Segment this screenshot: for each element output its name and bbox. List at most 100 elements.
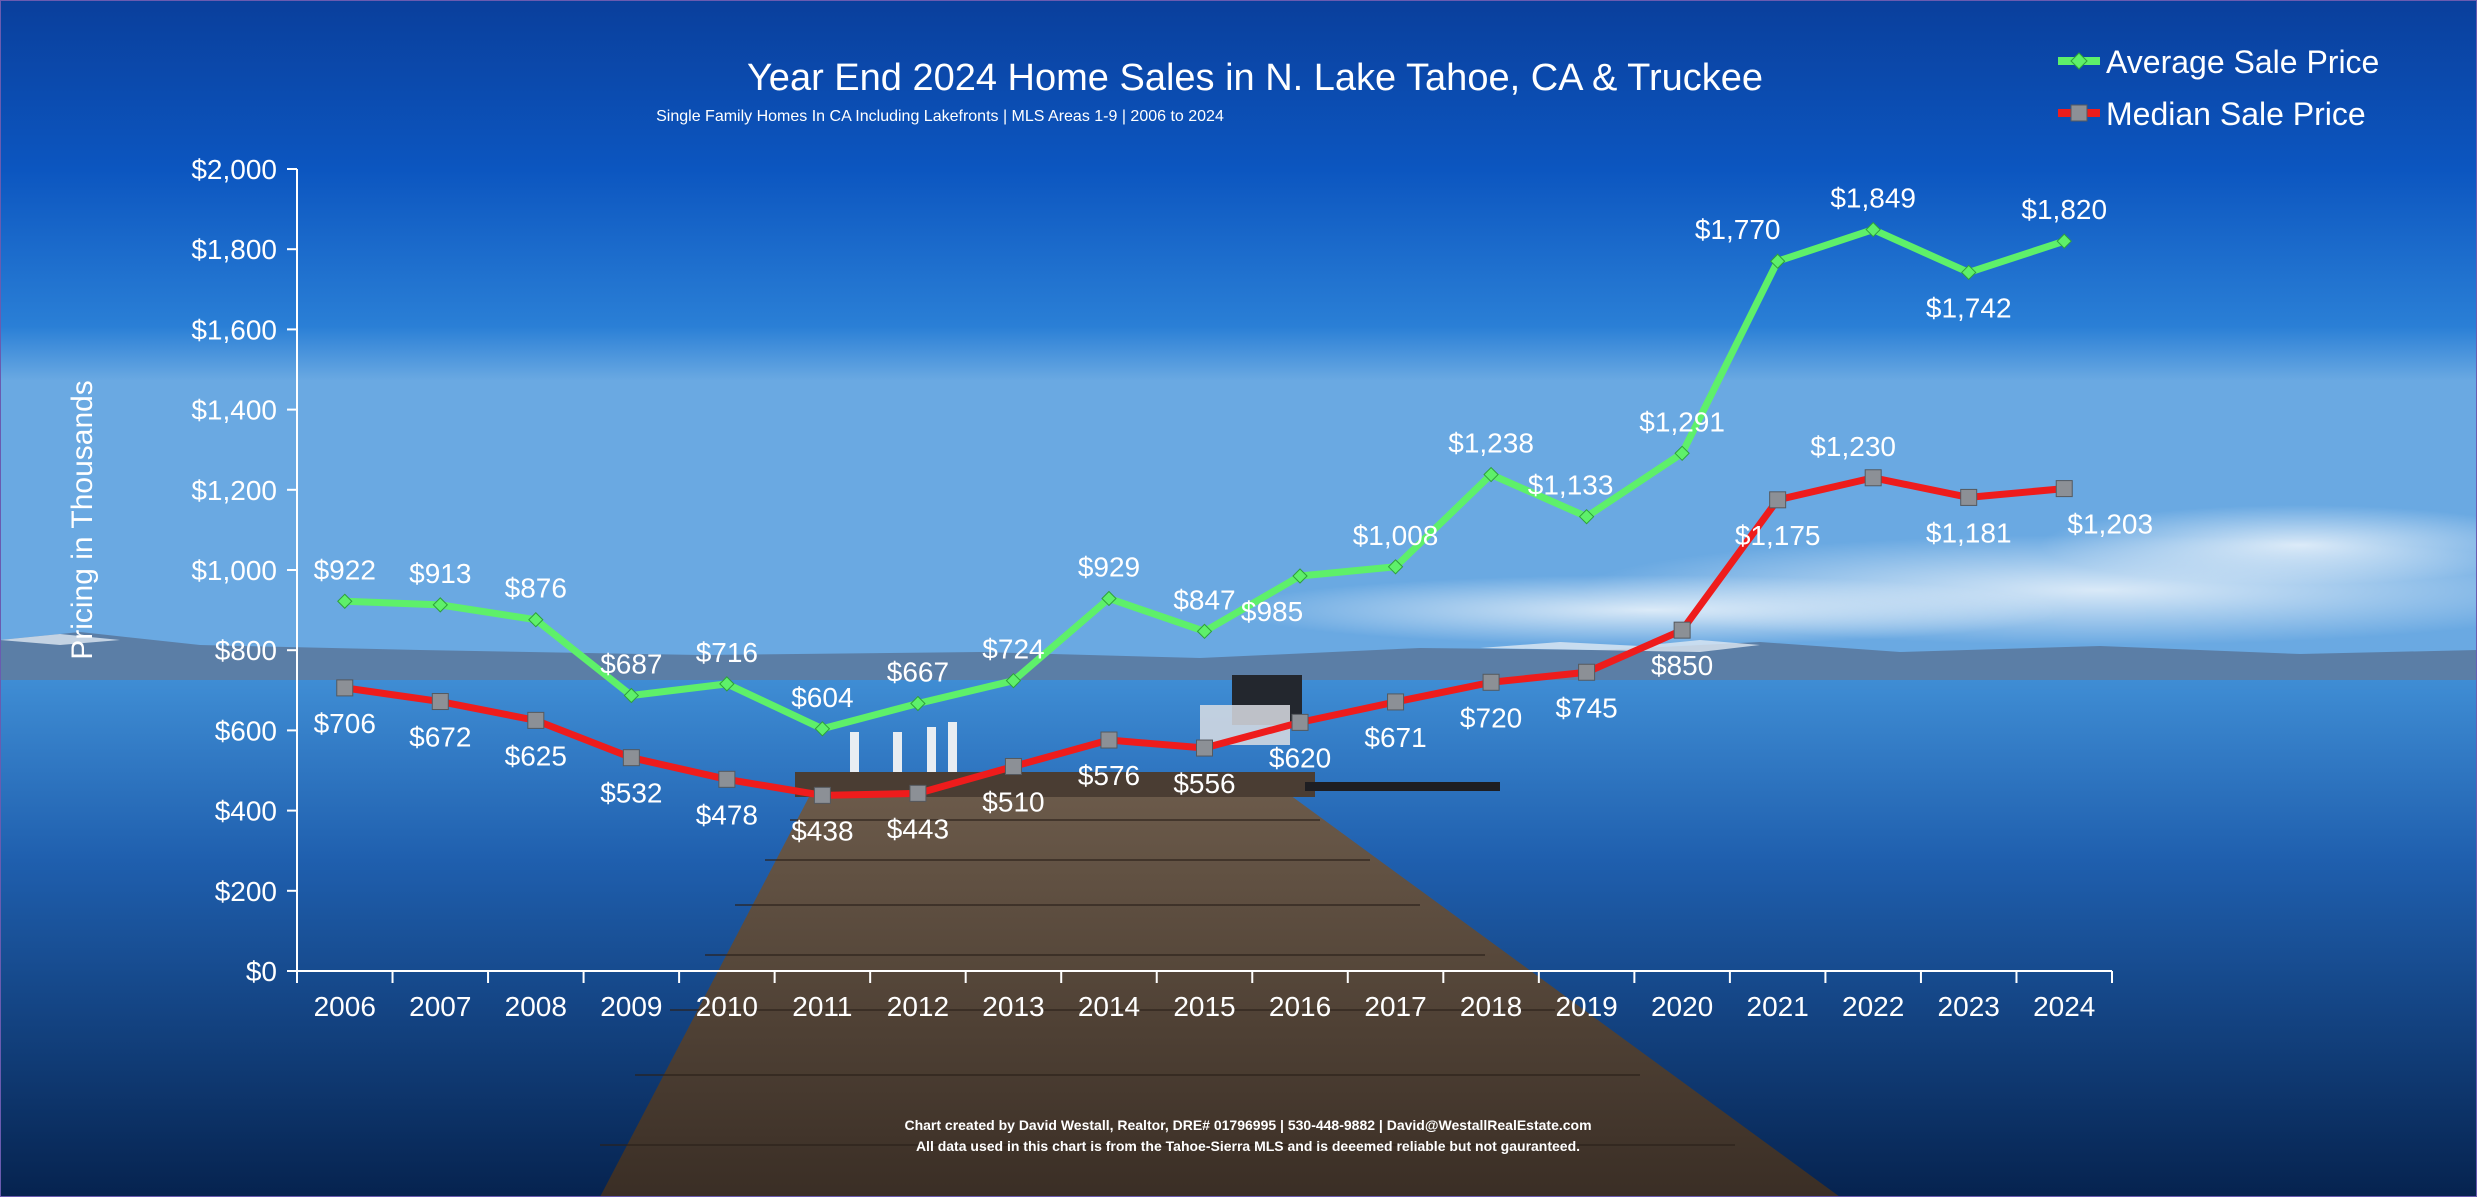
data-label-average: $913	[409, 558, 471, 589]
x-tick-label: 2012	[887, 991, 949, 1022]
data-label-average: $1,008	[1353, 520, 1439, 551]
chart-credit: Chart created by David Westall, Realtor,…	[904, 1117, 1591, 1133]
legend: Average Sale Price Median Sale Price	[2058, 44, 2379, 132]
data-label-median: $438	[791, 815, 853, 846]
y-tick-label: $0	[246, 956, 277, 987]
data-label-median: $1,181	[1926, 517, 2012, 548]
x-tick-label: 2016	[1269, 991, 1331, 1022]
data-label-average: $1,770	[1695, 214, 1781, 245]
x-tick-label: 2019	[1555, 991, 1617, 1022]
data-label-average: $1,742	[1926, 292, 2012, 323]
y-tick-label: $1,200	[191, 475, 277, 506]
pier-side	[1305, 782, 1500, 791]
y-tick-label: $1,000	[191, 555, 277, 586]
data-label-median: $478	[696, 799, 758, 830]
point-marker-average	[1769, 253, 1786, 269]
point-marker-median	[1100, 731, 1118, 749]
y-tick-label: $200	[215, 876, 277, 907]
series-markers	[336, 221, 2073, 804]
mountain-range	[0, 632, 2477, 690]
point-marker-median	[909, 784, 927, 802]
point-marker-median	[1769, 491, 1787, 509]
legend-marker-median	[2070, 104, 2088, 122]
data-label-median: $510	[982, 786, 1044, 817]
y-axis-title: Pricing in Thousands	[66, 380, 99, 660]
data-label-average: $876	[505, 573, 567, 604]
cloud	[1230, 575, 2070, 645]
point-marker-median	[1578, 663, 1596, 681]
x-tick-label: 2024	[2033, 991, 2095, 1022]
x-tick-label: 2023	[1938, 991, 2000, 1022]
point-marker-median	[1673, 621, 1691, 639]
data-label-median: $443	[887, 813, 949, 844]
data-label-average: $847	[1173, 584, 1235, 615]
data-label-average: $985	[1241, 596, 1303, 627]
snow-cap	[0, 634, 120, 645]
point-marker-average	[1196, 623, 1213, 640]
x-tick-label: 2008	[505, 991, 567, 1022]
data-label-median: $671	[1364, 722, 1426, 753]
pier-planks	[600, 819, 1735, 1146]
legend-item-average: Average Sale Price	[2058, 44, 2379, 80]
point-marker-median	[622, 749, 640, 767]
point-marker-median	[1387, 693, 1405, 711]
data-label-median: $850	[1651, 650, 1713, 681]
cloud	[2040, 505, 2477, 585]
x-tick-label: 2007	[409, 991, 471, 1022]
x-tick-label: 2006	[314, 991, 376, 1022]
x-tick-label: 2022	[1842, 991, 1904, 1022]
data-label-median: $556	[1173, 768, 1235, 799]
data-label-median: $1,203	[2067, 509, 2153, 540]
data-label-median: $1,230	[1810, 431, 1896, 462]
point-marker-median	[1196, 739, 1213, 757]
point-marker-average	[1387, 559, 1404, 575]
y-tick-label: $400	[215, 796, 277, 827]
data-label-median: $672	[409, 722, 471, 753]
data-label-average: $1,849	[1830, 183, 1916, 214]
point-marker-average	[1483, 466, 1499, 483]
point-marker-median	[1004, 757, 1022, 775]
y-tick-label: $600	[215, 715, 277, 746]
point-marker-median	[527, 711, 545, 729]
x-tick-label: 2020	[1651, 991, 1713, 1022]
point-marker-median	[718, 770, 736, 788]
snow-cap	[1480, 640, 1760, 652]
x-tick-label: 2014	[1078, 991, 1140, 1022]
x-tick-label: 2018	[1460, 991, 1522, 1022]
legend-label-average: Average Sale Price	[2106, 44, 2379, 80]
pier-posts	[850, 722, 957, 772]
x-tick-label: 2015	[1173, 991, 1235, 1022]
x-tick-label: 2013	[982, 991, 1044, 1022]
data-labels: $922 $913 $876 $687 $716 $604 $667 $724 $929 $847…	[314, 183, 2153, 847]
point-marker-median	[1482, 673, 1500, 691]
chart-subtitle: Single Family Homes In CA Including Lake…	[656, 108, 1224, 125]
y-axis: $0 $200 $400 $600 $800 $1,000 $1,200 $1,400 $1,6…	[191, 154, 298, 987]
data-label-average: $1,133	[1528, 470, 1614, 501]
chart-title: Year End 2024 Home Sales in N. Lake Taho…	[747, 57, 1763, 99]
data-label-average: $667	[887, 657, 949, 688]
data-label-average: $687	[600, 649, 662, 680]
data-label-average: $1,820	[2021, 194, 2107, 225]
point-marker-median	[813, 786, 831, 804]
point-marker-average	[432, 597, 448, 613]
y-tick-label: $1,800	[191, 234, 277, 265]
point-marker-average	[1578, 508, 1595, 525]
x-tick-label: 2021	[1747, 991, 1809, 1022]
data-label-average: $724	[982, 634, 1044, 665]
data-label-average: $604	[791, 682, 853, 713]
data-label-median: $720	[1460, 702, 1522, 733]
y-tick-label: $2,000	[191, 154, 277, 185]
point-marker-average	[1101, 590, 1117, 607]
point-marker-average	[528, 612, 544, 628]
data-label-average: $922	[314, 554, 376, 585]
data-label-median: $706	[314, 708, 376, 739]
y-tick-label: $800	[215, 635, 277, 666]
point-marker-median	[2055, 480, 2073, 498]
data-label-average: $1,238	[1448, 428, 1534, 459]
legend-item-median: Median Sale Price	[2058, 96, 2366, 132]
point-marker-average	[337, 593, 353, 609]
legend-marker-average	[2070, 52, 2088, 70]
point-marker-average	[1865, 221, 1881, 238]
